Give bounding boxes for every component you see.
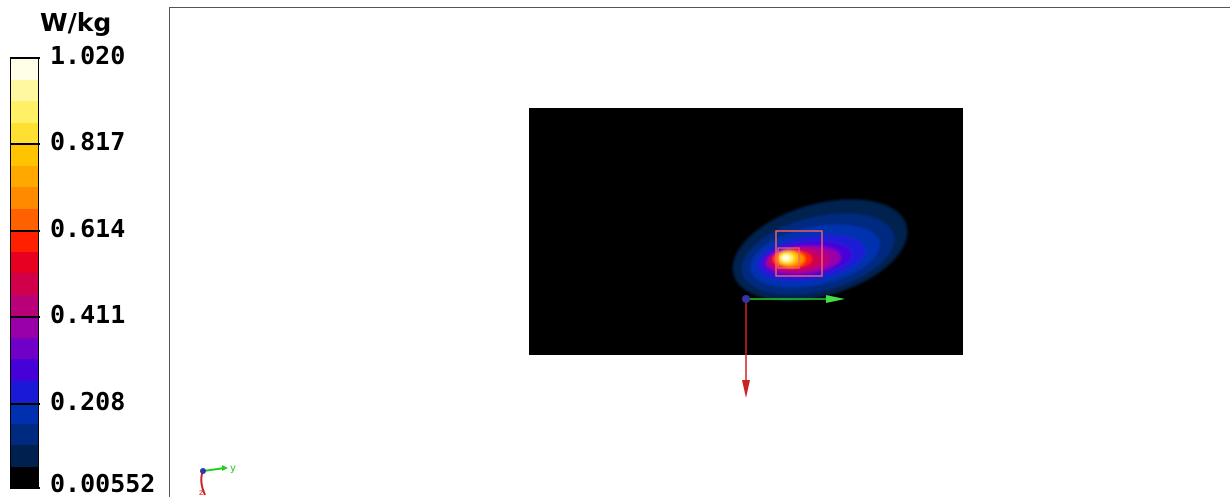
contour-band xyxy=(782,255,790,261)
colorbar-swatch xyxy=(11,230,38,252)
colorbar-swatch xyxy=(11,402,38,424)
triad-label-y: y xyxy=(230,463,236,474)
colorbar-tick xyxy=(10,487,40,489)
colorbar-swatch xyxy=(11,316,38,338)
colorbar-tick xyxy=(10,402,40,405)
colorbar-swatch xyxy=(11,337,38,360)
colorbar-swatch xyxy=(11,445,38,467)
colorbar-swatch xyxy=(11,58,38,80)
sar-distribution-plot: y z xyxy=(199,108,963,497)
colorbar-swatch xyxy=(11,187,38,209)
sar-contours xyxy=(732,199,908,301)
colorbar-tick-label: 0.614 xyxy=(50,213,126,243)
colorbar-swatch xyxy=(11,423,38,446)
colorbar-swatch xyxy=(11,273,38,295)
colorbar-tick-label: 0.208 xyxy=(50,386,126,416)
colorbar-tick xyxy=(10,57,40,59)
colorbar-tick xyxy=(10,229,40,232)
colorbar-tick xyxy=(10,143,40,146)
colorbar xyxy=(10,57,39,489)
colorbar-swatch xyxy=(11,101,38,123)
colorbar-tick-label: 0.411 xyxy=(50,300,126,330)
colorbar-swatch xyxy=(11,359,38,381)
colorbar-swatch xyxy=(11,294,38,317)
colorbar-swatch xyxy=(11,144,38,166)
colorbar-swatch xyxy=(11,165,38,188)
colorbar-swatch xyxy=(11,466,38,489)
colorbar-unit: W/kg xyxy=(40,8,112,37)
colorbar-swatch xyxy=(11,208,38,231)
y-axis-arrowhead xyxy=(826,295,845,303)
colorbar-swatch xyxy=(11,79,38,102)
triad-label-z: z xyxy=(199,488,203,497)
axis-triad: y z xyxy=(199,463,236,497)
colorbar-swatch xyxy=(11,122,38,145)
peak-box xyxy=(777,247,800,269)
colorbar-swatch xyxy=(11,380,38,403)
colorbar-tick-label: 0.00552 xyxy=(50,469,156,498)
colorbar-swatch xyxy=(11,251,38,274)
zoom-scan-box xyxy=(775,230,823,277)
colorbar-tick-label: 0.817 xyxy=(50,127,126,157)
colorbar-tick-label: 1.020 xyxy=(50,41,126,70)
3d-viewport[interactable]: y z xyxy=(169,7,1230,497)
z-axis-arrowhead xyxy=(742,380,750,398)
colorbar-tick xyxy=(10,316,40,319)
colorbar-legend: W/kg 1.020 0.817 0.614 0.411 0.208 0.00552 xyxy=(0,0,165,497)
origin-marker xyxy=(742,295,750,303)
